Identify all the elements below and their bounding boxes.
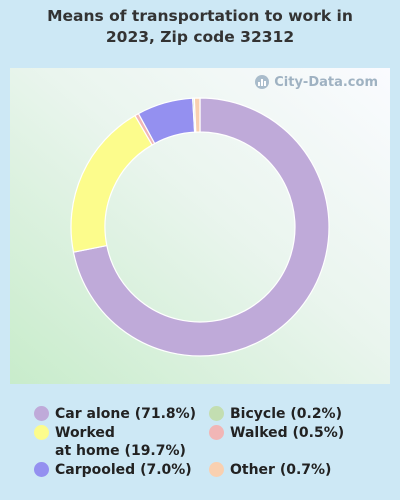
legend-label-walked: Walked (0.5%) — [230, 425, 345, 441]
legend-item-worked-at-home: Worked at home (19.7%) — [34, 424, 186, 460]
legend-swatch-other — [209, 462, 224, 477]
legend-item-other: Other (0.7%) — [209, 461, 331, 479]
legend-item-walked: Walked (0.5%) — [209, 424, 344, 442]
chart-title-line-1: Means of transportation to work in — [47, 7, 353, 25]
legend-swatch-car-alone — [34, 406, 49, 421]
legend-label-carpooled: Carpooled (7.0%) — [55, 462, 192, 478]
legend-swatch-worked-at-home — [34, 425, 49, 440]
watermark: City-Data.com — [254, 74, 378, 90]
legend-label-worked-line-2: at home (19.7%) — [55, 443, 186, 459]
donut-slice-car-alone — [72, 97, 330, 357]
watermark-text: City-Data.com — [274, 74, 378, 90]
donut-slice-other — [193, 97, 201, 133]
legend-item-car-alone: Car alone (71.8%) — [34, 405, 196, 423]
legend-swatch-walked — [209, 425, 224, 440]
plot-area: City-Data.com — [10, 68, 390, 384]
legend-label-bicycle: Bicycle (0.2%) — [230, 406, 342, 422]
chart-title: Means of transportation to work in 2023,… — [0, 6, 400, 48]
donut-slice-worked-at-home — [70, 114, 153, 253]
legend-swatch-bicycle — [209, 406, 224, 421]
legend: Car alone (71.8%) Worked at home (19.7%)… — [0, 398, 400, 498]
donut-chart — [70, 97, 330, 357]
legend-item-bicycle: Bicycle (0.2%) — [209, 405, 342, 423]
city-data-logo-icon — [255, 75, 270, 89]
legend-label-worked-line-1: Worked — [55, 425, 115, 441]
legend-label-other: Other (0.7%) — [230, 462, 332, 478]
legend-label-worked-at-home: Worked at home (19.7%) — [55, 424, 186, 460]
chart-title-line-2: 2023, Zip code 32312 — [105, 28, 295, 46]
legend-item-carpooled: Carpooled (7.0%) — [34, 461, 192, 479]
legend-swatch-carpooled — [34, 462, 49, 477]
legend-label-car-alone: Car alone (71.8%) — [55, 406, 197, 422]
